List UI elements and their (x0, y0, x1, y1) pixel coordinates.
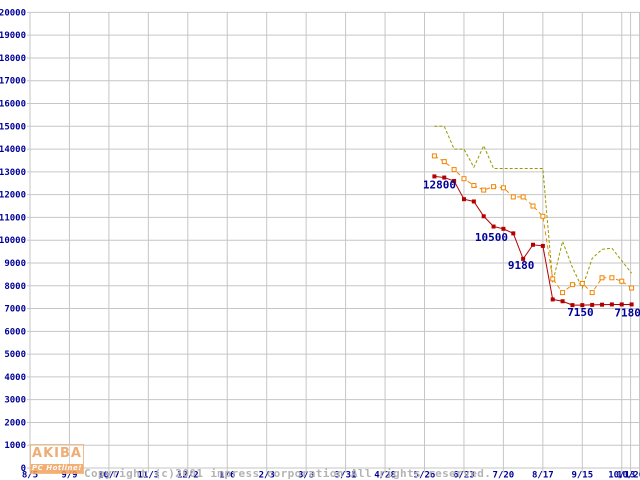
x-axis-label: 2/3 (259, 471, 275, 480)
y-axis-label: 7000 (4, 305, 26, 315)
data-point-marker-orange-dashed (461, 176, 467, 182)
y-axis-label: 1000 (4, 441, 26, 451)
y-axis-label: 17000 (0, 77, 26, 87)
data-point-marker-red-solid (471, 199, 476, 204)
data-point-marker-orange-dashed (530, 203, 536, 209)
data-point-marker-red-solid (560, 299, 565, 304)
y-axis-label: 9000 (4, 259, 26, 269)
data-point-marker-orange-dashed (520, 194, 526, 200)
data-point-marker-orange-dashed (560, 290, 566, 296)
akiba-logo: AKIBA PC Hotline! (30, 444, 84, 474)
data-point-marker-red-solid (521, 256, 526, 261)
y-axis-label: 3000 (4, 396, 26, 406)
y-axis-label: 18000 (0, 54, 26, 64)
y-axis-label: 10000 (0, 236, 26, 246)
data-point-marker-red-solid (609, 302, 614, 307)
data-point-marker-orange-dashed (579, 280, 585, 286)
akiba-logo-subtitle: PC Hotline! (31, 464, 83, 473)
x-axis-label: 3/31 (335, 471, 357, 480)
x-axis-label: 8/5 (22, 471, 38, 480)
data-point-marker-orange-dashed (609, 275, 615, 281)
data-point-marker-red-solid (540, 243, 545, 248)
data-point-marker-orange-dashed (589, 290, 595, 296)
y-axis-label: 13000 (0, 168, 26, 178)
series-line-orange-dashed (434, 155, 632, 294)
x-axis-label: 4/28 (374, 471, 396, 480)
y-axis-label: 14000 (0, 145, 26, 155)
x-axis-label: 12/2 (177, 471, 199, 480)
data-point-marker-orange-dashed (491, 184, 497, 190)
data-point-marker-red-solid (452, 178, 457, 183)
data-point-marker-red-solid (570, 303, 575, 308)
data-point-marker-red-solid (442, 175, 447, 180)
price-annotation: 10500 (475, 231, 508, 244)
x-axis-label: 11/3 (138, 471, 160, 480)
data-point-marker-orange-dashed (441, 159, 447, 165)
x-axis-label: 10/13 (608, 471, 635, 480)
x-axis-label: 10/20 (617, 471, 640, 480)
data-point-marker-red-solid (600, 302, 605, 307)
y-axis-label: 6000 (4, 327, 26, 337)
data-point-marker-red-solid (432, 174, 437, 179)
data-point-marker-orange-dashed (550, 276, 556, 282)
y-axis-label: 12000 (0, 191, 26, 201)
data-point-marker-red-solid (461, 197, 466, 202)
data-point-marker-orange-dashed (500, 185, 506, 191)
y-axis-label: 20000 (0, 8, 26, 18)
data-point-marker-red-solid (629, 302, 634, 307)
y-axis-label: 16000 (0, 100, 26, 110)
data-point-marker-red-solid (511, 231, 516, 236)
x-axis-label: 1/6 (219, 471, 235, 480)
data-point-marker-orange-dashed (431, 153, 437, 159)
data-point-marker-orange-dashed (599, 275, 605, 281)
data-point-marker-orange-dashed (451, 167, 457, 173)
data-point-marker-orange-dashed (629, 285, 635, 291)
y-axis-label: 4000 (4, 373, 26, 383)
data-point-marker-orange-dashed (540, 213, 546, 219)
copyright-line1: Copyright (c)2001 impress corporation Al… (84, 467, 492, 480)
data-point-marker-red-solid (491, 224, 496, 229)
y-axis-label: 0 (21, 464, 26, 474)
x-axis-label: 5/26 (414, 471, 436, 480)
price-annotation: 7180 (614, 306, 640, 319)
price-annotation: 7150 (567, 306, 594, 319)
x-axis-label: 8/17 (532, 471, 554, 480)
x-axis-label: 3/3 (298, 471, 314, 480)
price-annotation: 9180 (508, 259, 535, 272)
data-point-marker-red-solid (619, 302, 624, 307)
data-point-marker-red-solid (590, 302, 595, 307)
x-axis-label: 9/9 (61, 471, 77, 480)
x-axis-label: 9/15 (571, 471, 593, 480)
y-axis-label: 11000 (0, 213, 26, 223)
y-axis-label: 5000 (4, 350, 26, 360)
copyright-watermark: Copyright (c)2001 impress corporation Al… (84, 441, 491, 480)
akiba-logo-text: AKIBA (32, 446, 82, 461)
y-axis-label: 15000 (0, 122, 26, 132)
data-point-marker-red-solid (501, 226, 506, 231)
x-axis-label: 6/23 (453, 471, 475, 480)
data-point-marker-orange-dashed (569, 282, 575, 288)
data-point-marker-orange-dashed (471, 183, 477, 189)
data-point-marker-red-solid (481, 214, 486, 219)
price-annotation: 12800 (423, 178, 456, 191)
x-axis-label: 7/20 (493, 471, 515, 480)
series-line-olive-dashed (434, 125, 632, 290)
data-point-marker-red-solid (580, 303, 585, 308)
data-point-marker-orange-dashed (619, 278, 625, 284)
data-point-marker-orange-dashed (510, 194, 516, 200)
y-axis-label: 2000 (4, 418, 26, 428)
y-axis-label: 19000 (0, 31, 26, 41)
data-point-marker-red-solid (550, 297, 555, 302)
x-axis-label: 10/7 (98, 471, 120, 480)
data-point-marker-red-solid (531, 242, 535, 247)
y-axis-label: 8000 (4, 282, 26, 292)
data-point-marker-orange-dashed (481, 187, 487, 193)
